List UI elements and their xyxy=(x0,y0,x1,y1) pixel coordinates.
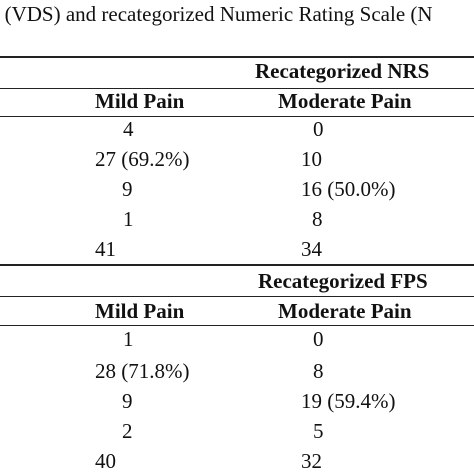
fps-mild-cell: 28 (71.8%) xyxy=(95,359,190,383)
nrs-moderate-cell: 0 xyxy=(313,117,324,141)
fps-moderate-cell: 0 xyxy=(313,327,324,351)
top-rule xyxy=(0,56,474,58)
fps-header-rule xyxy=(0,325,474,326)
nrs-mild-cell: 1 xyxy=(123,207,134,231)
fps-mild-cell: 9 xyxy=(122,389,133,413)
fps-group-header: Recategorized FPS xyxy=(258,269,428,293)
nrs-moderate-cell: 8 xyxy=(312,207,323,231)
table-caption: e (VDS) and recategorized Numeric Rating… xyxy=(0,2,433,26)
nrs-group-underline xyxy=(0,88,474,89)
fps-moderate-cell: 8 xyxy=(313,359,324,383)
nrs-moderate-cell: 10 xyxy=(301,147,322,171)
fps-moderate-cell: 19 (59.4%) xyxy=(301,389,396,413)
nrs-moderate-cell: 16 (50.0%) xyxy=(301,177,396,201)
fps-mild-cell: 1 xyxy=(123,327,134,351)
section-divider-rule xyxy=(0,264,474,266)
nrs-col-mild-header: Mild Pain xyxy=(95,89,185,113)
fps-col-mild-header: Mild Pain xyxy=(95,299,185,323)
nrs-header-rule xyxy=(0,116,474,117)
nrs-mild-cell: 4 xyxy=(123,117,134,141)
nrs-mild-cell: 41 xyxy=(95,237,116,261)
fps-col-moderate-header: Moderate Pain xyxy=(278,299,412,323)
fps-mild-cell: 2 xyxy=(122,419,133,443)
nrs-group-header: Recategorized NRS xyxy=(255,59,430,83)
nrs-col-moderate-header: Moderate Pain xyxy=(278,89,412,113)
nrs-mild-cell: 9 xyxy=(122,177,133,201)
fps-moderate-cell: 5 xyxy=(313,419,324,443)
nrs-mild-cell: 27 (69.2%) xyxy=(95,147,190,171)
nrs-moderate-cell: 34 xyxy=(301,237,322,261)
fps-group-underline xyxy=(0,296,474,297)
fps-mild-cell: 40 xyxy=(95,449,116,473)
fps-moderate-cell: 32 xyxy=(301,449,322,473)
